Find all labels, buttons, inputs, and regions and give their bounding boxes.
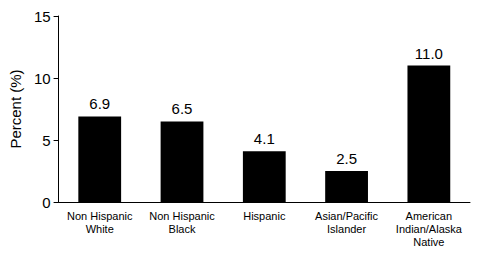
- svg-text:Hispanic: Hispanic: [243, 210, 286, 222]
- svg-text:2.5: 2.5: [336, 150, 357, 167]
- svg-text:6.5: 6.5: [172, 100, 193, 117]
- svg-text:Black: Black: [169, 223, 196, 235]
- svg-text:5: 5: [42, 132, 50, 149]
- svg-text:Indian/Alaska: Indian/Alaska: [396, 223, 463, 235]
- svg-text:11.0: 11.0: [415, 45, 443, 62]
- svg-text:American: American: [406, 210, 452, 222]
- svg-text:6.9: 6.9: [89, 95, 110, 112]
- svg-text:Non Hispanic: Non Hispanic: [67, 210, 133, 222]
- svg-text:0: 0: [42, 194, 50, 211]
- svg-text:15: 15: [34, 8, 51, 25]
- svg-text:Asian/Pacific: Asian/Pacific: [315, 210, 378, 222]
- svg-text:Percent (%): Percent (%): [7, 69, 24, 148]
- svg-text:Islander: Islander: [327, 223, 366, 235]
- svg-text:Non Hispanic: Non Hispanic: [149, 210, 215, 222]
- svg-text:White: White: [86, 223, 114, 235]
- svg-text:10: 10: [34, 70, 51, 87]
- svg-text:4.1: 4.1: [254, 130, 275, 147]
- svg-text:Native: Native: [413, 236, 444, 248]
